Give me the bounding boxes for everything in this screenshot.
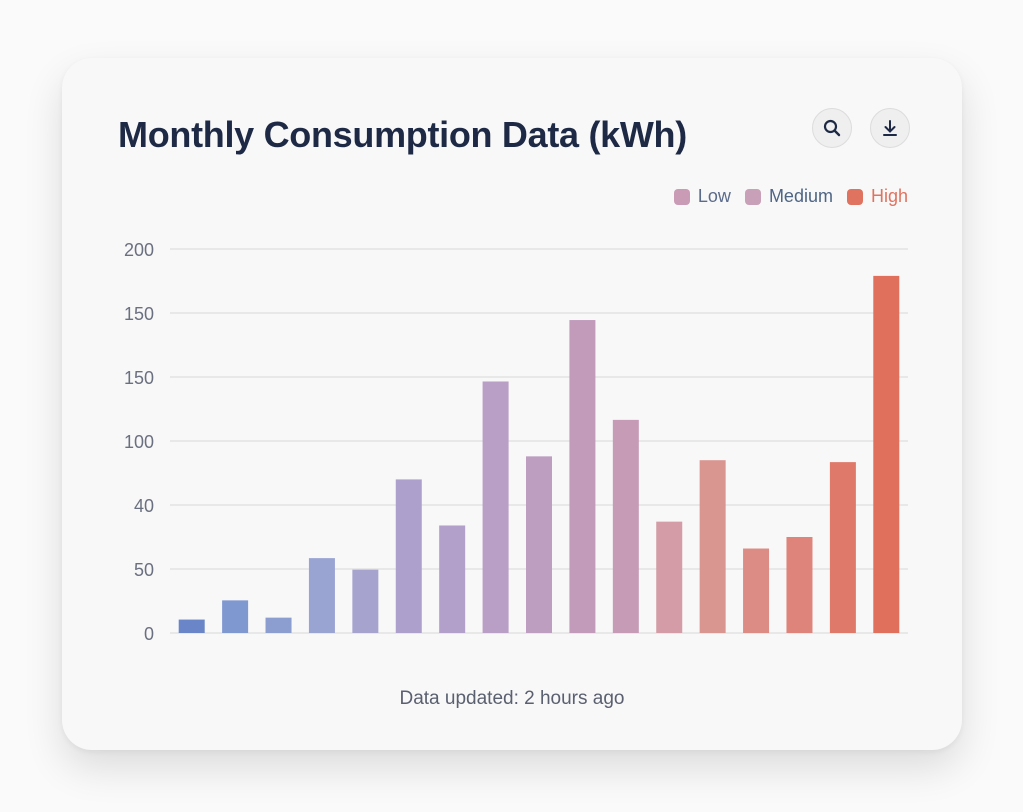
bar[interactable]	[482, 381, 509, 633]
bar[interactable]	[439, 525, 466, 633]
legend-swatch-high	[846, 188, 863, 205]
bar[interactable]	[656, 521, 683, 633]
y-tick-label: 40	[134, 496, 154, 516]
legend: Low Medium High	[673, 186, 908, 207]
legend-item-medium[interactable]: Medium	[744, 186, 833, 207]
bar[interactable]	[743, 548, 770, 633]
chart-card: Monthly Consumption Data (kWh) Low Mediu…	[62, 58, 962, 750]
bar[interactable]	[569, 320, 596, 633]
y-tick-label: 200	[124, 240, 154, 260]
bar[interactable]	[526, 456, 552, 633]
bar[interactable]	[178, 619, 205, 633]
bar[interactable]	[395, 479, 422, 633]
bar[interactable]	[308, 558, 335, 633]
bar[interactable]	[786, 537, 813, 633]
y-tick-label: 50	[134, 560, 154, 580]
bar[interactable]	[612, 419, 639, 633]
bar[interactable]	[873, 275, 900, 633]
legend-swatch-low	[673, 188, 690, 205]
bar[interactable]	[222, 600, 249, 633]
legend-item-low[interactable]: Low	[673, 186, 731, 207]
bar[interactable]	[829, 462, 856, 633]
download-button[interactable]	[870, 108, 910, 148]
y-tick-label: 0	[144, 624, 154, 644]
legend-item-high[interactable]: High	[846, 186, 908, 207]
y-tick-label: 100	[124, 432, 154, 452]
update-status: Data updated: 2 hours ago	[399, 688, 625, 709]
legend-label-medium: Medium	[768, 186, 833, 206]
download-icon	[883, 120, 897, 136]
bar[interactable]	[699, 460, 726, 633]
search-button[interactable]	[812, 108, 852, 148]
y-tick-label: 150	[124, 368, 154, 388]
chart-title: Monthly Consumption Data (kWh)	[118, 114, 687, 155]
bar-chart: 200 150 150 100 40 50 0	[124, 240, 908, 644]
bar[interactable]	[265, 617, 292, 633]
y-tick-label: 150	[124, 304, 154, 324]
legend-label-high: High	[870, 186, 908, 206]
search-icon	[823, 119, 841, 137]
bar[interactable]	[352, 569, 379, 633]
legend-swatch-medium	[744, 188, 761, 205]
legend-label-low: Low	[697, 186, 731, 206]
